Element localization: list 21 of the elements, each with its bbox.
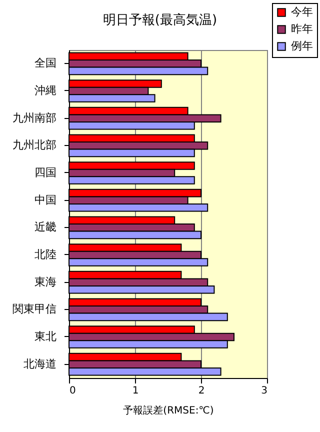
x-tick-label: 2 <box>198 386 205 396</box>
legend-label: 例年 <box>291 40 313 52</box>
y-tick-label: 東北 <box>34 330 56 343</box>
y-tick-label: 東海 <box>34 275 56 288</box>
chart-title: 明日予報(最高気温) <box>102 12 218 28</box>
y-tick-label: 関東甲信 <box>12 302 56 316</box>
y-tick-label: 近畿 <box>34 220 56 234</box>
y-tick-label: 北陸 <box>34 248 56 261</box>
y-tick-label: 九州北部 <box>12 138 56 152</box>
y-tick-label: 北海道 <box>24 357 56 370</box>
y-tick-label: 沖縄 <box>34 84 56 97</box>
legend-label: 今年 <box>291 6 313 18</box>
x-tick-label: 3 <box>261 386 268 396</box>
x-tick-label: 0 <box>70 386 76 396</box>
x-axis-title: 予報誤差(RMSE:℃) <box>123 404 214 416</box>
legend-label: 昨年 <box>291 22 313 36</box>
x-tick-label: 1 <box>132 386 139 396</box>
y-tick-label: 全国 <box>34 56 56 70</box>
y-tick-label: 中国 <box>34 193 56 206</box>
y-tick-label: 九州南部 <box>12 111 56 124</box>
y-tick-label: 四国 <box>34 166 56 179</box>
